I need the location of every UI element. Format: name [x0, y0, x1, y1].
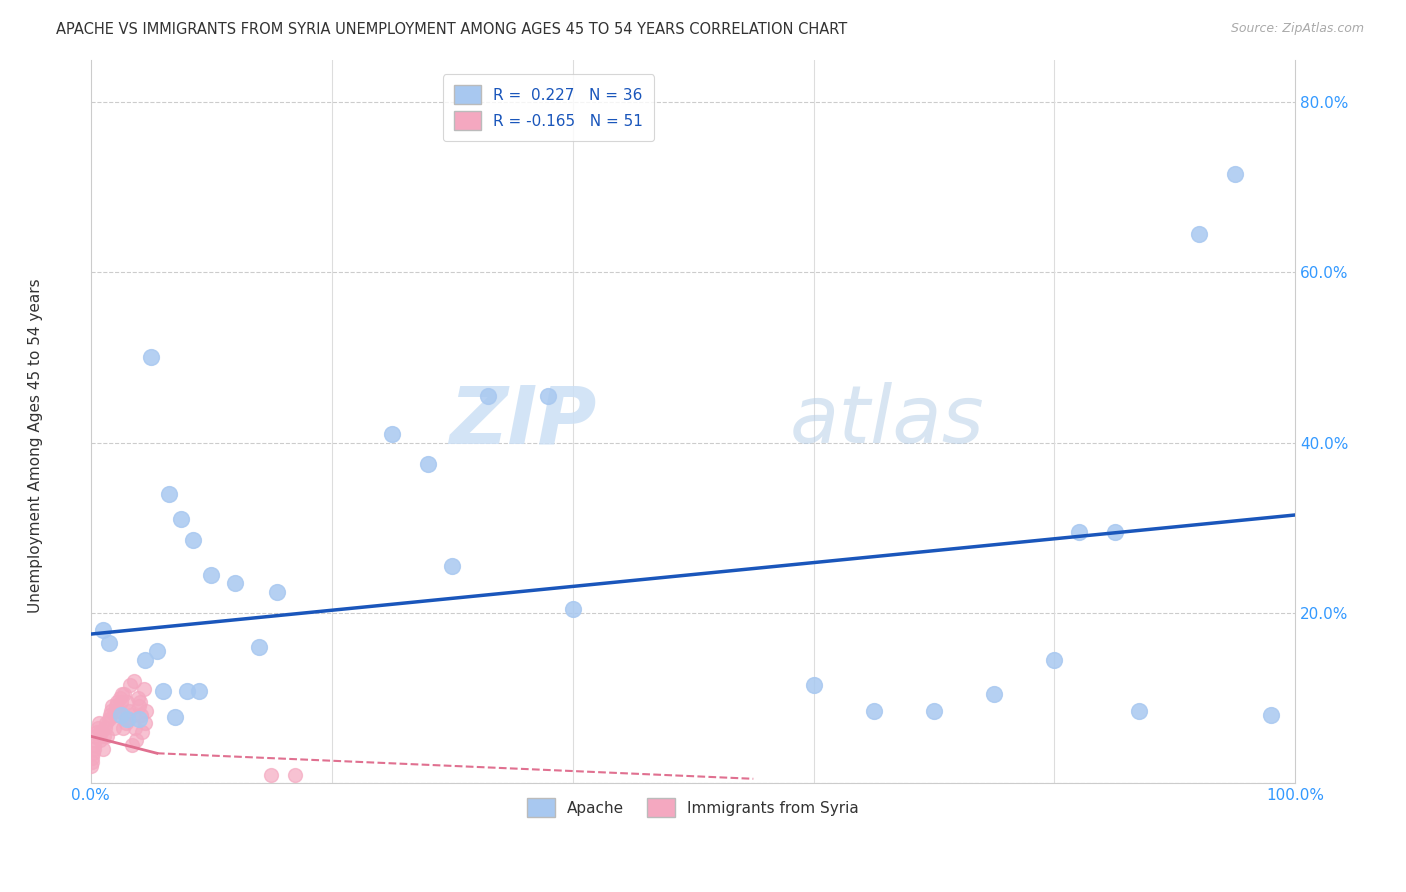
- Point: [84, 729, 107, 743]
- Point: [135, 704, 157, 718]
- Point: [105, 695, 128, 709]
- Point: [94, 721, 117, 735]
- Point: [114, 716, 136, 731]
- Point: [115, 695, 138, 709]
- Point: [104, 708, 127, 723]
- Point: [803, 678, 825, 692]
- Point: [108, 690, 131, 705]
- Point: [83, 742, 105, 756]
- Point: [224, 576, 246, 591]
- Point: [80, 759, 103, 773]
- Point: [93, 729, 115, 743]
- Point: [176, 684, 198, 698]
- Point: [266, 584, 288, 599]
- Point: [122, 673, 145, 688]
- Point: [125, 733, 148, 747]
- Point: [83, 738, 105, 752]
- Point: [477, 389, 499, 403]
- Point: [117, 712, 139, 726]
- Point: [91, 742, 114, 756]
- Text: Source: ZipAtlas.com: Source: ZipAtlas.com: [1230, 22, 1364, 36]
- Point: [110, 708, 132, 723]
- Point: [80, 750, 103, 764]
- Point: [260, 767, 283, 781]
- Point: [110, 695, 132, 709]
- Point: [87, 716, 110, 731]
- Point: [170, 512, 193, 526]
- Point: [82, 755, 104, 769]
- Point: [247, 640, 270, 654]
- Point: [97, 712, 120, 726]
- Point: [112, 721, 135, 735]
- Text: ZIP: ZIP: [450, 383, 596, 460]
- Point: [91, 623, 114, 637]
- Point: [157, 486, 180, 500]
- Text: APACHE VS IMMIGRANTS FROM SYRIA UNEMPLOYMENT AMONG AGES 45 TO 54 YEARS CORRELATI: APACHE VS IMMIGRANTS FROM SYRIA UNEMPLOY…: [56, 22, 848, 37]
- Point: [200, 567, 222, 582]
- Point: [118, 704, 141, 718]
- Point: [98, 708, 121, 723]
- Point: [146, 644, 169, 658]
- Point: [381, 427, 404, 442]
- Point: [96, 716, 118, 731]
- Point: [124, 721, 146, 735]
- Point: [134, 716, 156, 731]
- Point: [104, 699, 127, 714]
- Text: atlas: atlas: [789, 383, 984, 460]
- Point: [188, 684, 211, 698]
- Point: [152, 684, 174, 698]
- Point: [983, 687, 1005, 701]
- Point: [134, 652, 156, 666]
- Point: [112, 687, 135, 701]
- Point: [163, 709, 186, 723]
- Point: [121, 708, 143, 723]
- Point: [111, 687, 134, 701]
- Point: [103, 721, 125, 735]
- Point: [120, 678, 142, 692]
- Point: [82, 746, 104, 760]
- Point: [115, 712, 138, 726]
- Point: [131, 725, 153, 739]
- Point: [128, 712, 150, 726]
- Point: [416, 457, 439, 471]
- Point: [90, 725, 112, 739]
- Point: [862, 704, 884, 718]
- Point: [129, 695, 152, 709]
- Point: [537, 389, 560, 403]
- Legend: Apache, Immigrants from Syria: Apache, Immigrants from Syria: [519, 789, 868, 826]
- Point: [127, 690, 149, 705]
- Point: [1104, 524, 1126, 539]
- Point: [1043, 652, 1066, 666]
- Point: [100, 704, 122, 718]
- Point: [128, 699, 150, 714]
- Point: [181, 533, 204, 548]
- Point: [284, 767, 307, 781]
- Point: [87, 721, 110, 735]
- Point: [89, 733, 111, 747]
- Point: [129, 708, 152, 723]
- Point: [1260, 708, 1282, 723]
- Point: [139, 351, 162, 365]
- Point: [1067, 524, 1090, 539]
- Point: [86, 725, 108, 739]
- Point: [441, 559, 464, 574]
- Point: [101, 699, 124, 714]
- Point: [97, 635, 120, 649]
- Point: [561, 601, 583, 615]
- Point: [121, 738, 143, 752]
- Point: [1128, 704, 1150, 718]
- Text: Unemployment Among Ages 45 to 54 years: Unemployment Among Ages 45 to 54 years: [28, 278, 42, 614]
- Point: [96, 729, 118, 743]
- Point: [1188, 227, 1211, 241]
- Point: [1225, 168, 1247, 182]
- Point: [107, 704, 129, 718]
- Point: [132, 682, 155, 697]
- Point: [922, 704, 945, 718]
